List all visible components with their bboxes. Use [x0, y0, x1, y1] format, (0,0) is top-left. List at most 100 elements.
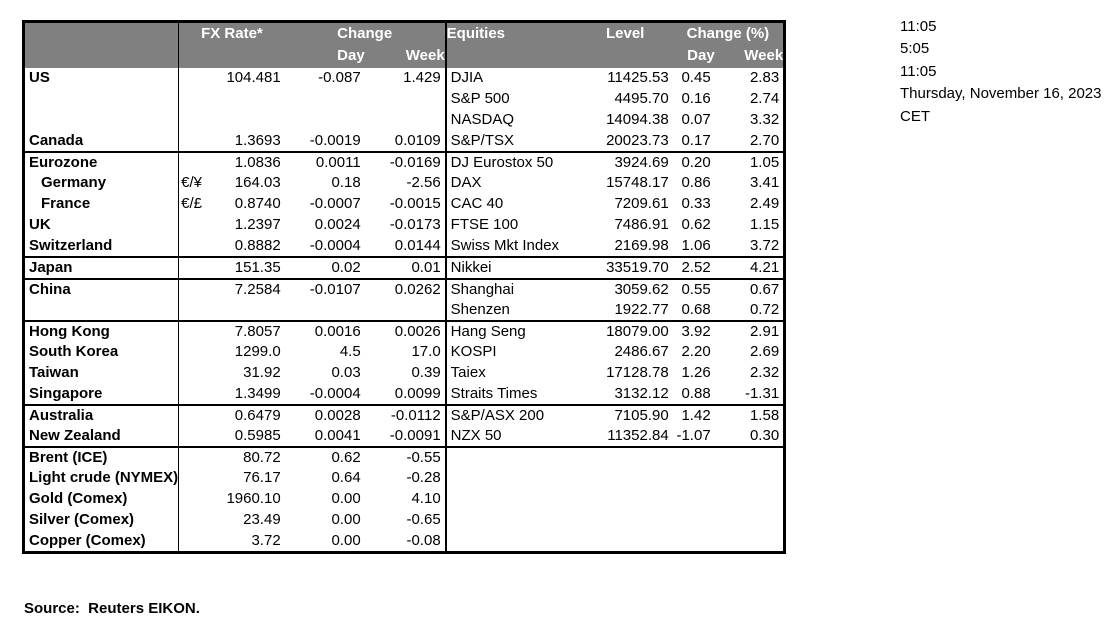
- rate-row-label: Eurozone: [23, 150, 180, 173]
- equity-name: Shanghai: [444, 277, 578, 300]
- time-local: 11:05: [900, 18, 937, 35]
- fx-change-header: Change: [284, 21, 446, 45]
- equity-level-value: 2169.98: [614, 236, 669, 254]
- table-row: S&P 500 4495.70 0.16 2.74: [23, 88, 785, 110]
- equity-name: Nikkei: [444, 255, 578, 279]
- fx-day-change-value: 0.0016: [284, 319, 365, 342]
- rate-row-label: [23, 299, 180, 321]
- equity-level-value: 7105.90: [577, 403, 673, 426]
- fx-rate-value: [213, 89, 285, 110]
- fx-day-change-value: 0.0028: [284, 403, 365, 426]
- fx-rate-value: 0.8740: [234, 195, 281, 212]
- fx-week-change-value: 4.10: [411, 490, 441, 507]
- equity-level-value: 14094.38: [606, 111, 669, 128]
- equity-level-value: 15748.17: [606, 174, 669, 191]
- fx-rate-value: 1960.10: [226, 490, 281, 507]
- fx-day-change-value: -0.0004: [309, 236, 361, 254]
- table-body: US 104.481 -0.087 1.429 DJIA 11425.53 0.45 2.83…: [23, 67, 785, 553]
- equity-day-change-value: 2.20: [681, 343, 711, 360]
- equity-day-change-value: [673, 531, 715, 553]
- equity-level-value: 17128.78: [606, 364, 669, 381]
- table-row: Switzerland 0.8882 -0.0004 0.0144 Swiss Mkt …: [23, 235, 785, 257]
- fx-day-change-value: 0.0024: [314, 216, 361, 233]
- fx-rate-value: 0.6479: [212, 403, 285, 426]
- fx-day-change-value: 0.0041: [314, 426, 361, 444]
- currency-pair-label: [179, 489, 213, 510]
- time-tertiary: 11:05: [900, 62, 937, 80]
- fx-week-change-value: -0.0112: [364, 403, 446, 426]
- equity-name: Hang Seng: [444, 319, 578, 342]
- fx-rate-value: 104.481: [226, 69, 281, 86]
- currency-pair-label: [179, 110, 213, 131]
- table-row: Taiwan 31.92 0.03 0.39 Taiex 17128.78 1.26 2.32: [23, 362, 785, 384]
- fx-rate-value: 1.0836: [212, 150, 285, 173]
- table-row: Brent (ICE) 80.72 0.62 -0.55: [23, 445, 785, 468]
- equity-week-change-value: 4.21: [714, 255, 785, 279]
- equity-name: KOSPI: [444, 341, 578, 363]
- table-row: Eurozone 1.0836 0.0011 -0.0169 DJ Eurostox 5…: [23, 150, 785, 173]
- fx-day-change-value: 0.03: [331, 364, 361, 381]
- table-row: US 104.481 -0.087 1.429 DJIA 11425.53 0.45 2.83: [23, 67, 785, 89]
- fx-week-change-value: -0.28: [406, 469, 441, 486]
- equity-week-change-value: 1.15: [749, 216, 780, 233]
- rate-row-label: Hong Kong: [23, 319, 180, 342]
- currency-pair-label: [179, 236, 213, 257]
- equity-level-value: [578, 468, 673, 489]
- fx-rate-value: 1.2397: [234, 216, 281, 233]
- fx-rate-value: 0.8882: [234, 236, 281, 254]
- fx-rate-header: FX Rate*: [178, 21, 285, 45]
- table-row: Australia 0.6479 0.0028 -0.0112 S&P/ASX 200 7…: [23, 403, 785, 426]
- equity-name: [444, 467, 578, 489]
- equity-level-value: 4495.70: [614, 90, 669, 107]
- fx-day-change-value: 0.00: [331, 531, 361, 549]
- fx-week-change-value: 1.429: [403, 69, 441, 86]
- equity-day-header: Day: [672, 44, 715, 68]
- equity-name: NZX 50: [444, 425, 578, 447]
- fx-day-change-value: -0.0007: [309, 195, 361, 212]
- fx-day-change-value: 0.18: [331, 174, 361, 191]
- equity-day-change-value: 1.42: [672, 403, 715, 426]
- equity-name: Taiex: [444, 362, 578, 384]
- equity-name: [444, 445, 578, 468]
- equity-level-value: 7486.91: [614, 216, 669, 233]
- fx-day-change-value: [285, 110, 365, 131]
- equity-week-change-value: 2.83: [749, 69, 780, 86]
- table-row: Singapore 1.3499 -0.0004 0.0099 Straits Time…: [23, 383, 785, 405]
- table-row: Germany €/¥ 164.03 0.18 -2.56 DAX 15748.17 0.86…: [23, 172, 785, 194]
- equity-day-change-value: 0.86: [681, 174, 711, 191]
- header-blank-cell: [444, 44, 578, 68]
- equity-week-change-value: 1.05: [714, 150, 785, 173]
- table-row: Shenzen 1922.77 0.68 0.72: [23, 299, 785, 321]
- header-row-1: FX Rate* Change Equities Level Change (%…: [23, 21, 785, 45]
- rate-row-label: Gold (Comex): [23, 488, 180, 510]
- currency-pair-label: [178, 403, 213, 426]
- fx-rate-value: 1.3693: [234, 131, 281, 149]
- fx-week-change-value: [365, 300, 446, 321]
- rate-row-label: Singapore: [23, 383, 180, 405]
- fx-day-change-value: 0.0011: [284, 150, 365, 173]
- fx-week-change-value: -0.0091: [389, 426, 441, 444]
- equity-name: DAX: [444, 172, 578, 194]
- equity-name: FTSE 100: [444, 214, 578, 236]
- fx-rate-value: 7.2584: [212, 277, 285, 300]
- equity-name: DJ Eurostox 50: [444, 150, 578, 173]
- rate-row-label: US: [23, 67, 180, 89]
- equity-day-change-value: [673, 510, 715, 531]
- currency-pair-label: [178, 445, 213, 468]
- fx-week-change-value: 17.0: [411, 343, 441, 360]
- fx-rate-value: 80.72: [212, 445, 285, 468]
- fx-day-change-value: 0.00: [331, 511, 361, 528]
- equity-day-change-value: [673, 489, 715, 510]
- fx-week-change-value: -0.0015: [389, 195, 441, 212]
- equity-day-change-value: 1.06: [681, 236, 711, 254]
- equity-level-value: [577, 445, 673, 468]
- equity-level-value: [578, 510, 673, 531]
- equity-change-header: Change (%): [672, 21, 785, 45]
- rate-row-label: Switzerland: [23, 235, 180, 257]
- fx-day-change-value: -0.0019: [309, 131, 361, 149]
- fx-week-change-value: 0.0109: [394, 131, 441, 149]
- timestamp-block: 11:05 5:05 11:05 Thursday, November 16, …: [900, 16, 1102, 128]
- fx-day-change-value: 0.02: [284, 255, 365, 279]
- equity-name: CAC 40: [444, 193, 578, 215]
